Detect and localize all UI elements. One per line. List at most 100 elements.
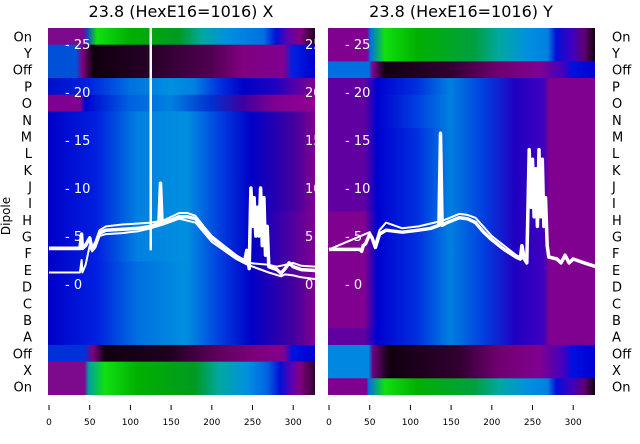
row-label-g: G	[612, 231, 622, 246]
row-label-c: C	[612, 297, 621, 312]
row-label-f: F	[612, 247, 619, 262]
row-label-e: E	[612, 264, 620, 279]
row-label-y: Y	[611, 47, 620, 62]
heatmap-rows: - 25- 20- 15- 10- 5- 0	[328, 28, 595, 395]
heatmap-row-c	[328, 294, 595, 313]
row-label-n: N	[612, 114, 622, 129]
series-line-trace-1	[329, 131, 595, 269]
secondary-tick-label: 15	[305, 134, 322, 149]
heatmap-row-o	[328, 94, 595, 112]
heatmap-row-on	[48, 28, 315, 46]
heatmap-row-on	[328, 28, 595, 46]
heatmap-row-c	[48, 294, 315, 313]
left-heatmap-panel: - 25 25- 20 20- 15 15- 10 10- 5 5- 0 0OnYOffPO…	[13, 28, 322, 428]
heatmap-row-on	[328, 378, 595, 395]
row-label-p: P	[612, 80, 620, 95]
heatmap-row-p	[48, 78, 315, 96]
row-label-x: X	[612, 364, 621, 379]
inner-tick-label: - 15	[345, 134, 370, 149]
row-label-k: K	[612, 164, 621, 179]
x-tick-label: 200	[203, 418, 220, 428]
heatmap-row-k	[328, 161, 595, 179]
row-label-n: N	[22, 114, 32, 129]
row-label-off: Off	[13, 64, 33, 79]
secondary-tick-label: 20	[305, 86, 322, 101]
row-label-i: I	[612, 197, 616, 212]
inner-tick-label: - 25	[345, 38, 370, 53]
x-tick-label: 100	[402, 418, 419, 428]
heatmap-row-l	[48, 144, 315, 162]
heatmap-row-i	[48, 194, 315, 212]
secondary-tick-label: 25	[305, 38, 322, 53]
inner-tick-label: - 20	[65, 86, 90, 101]
x-tick-label: 250	[524, 418, 541, 428]
heatmap-row-n	[48, 111, 315, 129]
row-label-b: B	[23, 314, 32, 329]
heatmap-rows: - 25 25 - 20 20 - 15 15 - 10 10 - 5 5 - 0 0	[48, 28, 322, 395]
row-label-y: Y	[23, 47, 32, 62]
heatmap-row-x	[48, 361, 315, 379]
heatmap-row-y	[328, 44, 595, 62]
row-label-l: L	[25, 147, 33, 162]
row-label-on: On	[612, 381, 630, 396]
row-label-b: B	[612, 314, 621, 329]
row-label-on: On	[14, 30, 32, 45]
row-label-c: C	[23, 297, 32, 312]
inner-tick-label: - 10	[345, 182, 370, 197]
heatmap-row-a	[48, 328, 315, 346]
heatmap-row-a	[328, 328, 595, 346]
row-label-g: G	[22, 231, 32, 246]
secondary-tick-label: 5	[305, 230, 313, 245]
row-label-f: F	[25, 247, 32, 262]
row-label-d: D	[612, 281, 622, 296]
heatmap-row-off	[48, 61, 315, 79]
row-label-p: P	[24, 80, 32, 95]
row-label-e: E	[24, 264, 32, 279]
row-label-o: O	[612, 97, 622, 112]
x-tick-label: 0	[326, 418, 332, 428]
inner-tick-label: - 0	[65, 278, 82, 293]
row-label-k: K	[23, 164, 32, 179]
heatmap-row-m	[328, 128, 595, 146]
inner-tick-label: - 5	[65, 230, 82, 245]
x-tick-label: 300	[285, 418, 302, 428]
heatmap-row-off	[48, 344, 315, 363]
row-label-j: J	[27, 180, 32, 195]
heatmap-row-k	[48, 161, 315, 179]
row-label-h: H	[612, 214, 622, 229]
row-label-on: On	[612, 30, 630, 45]
heatmap-row-b	[328, 311, 595, 329]
heatmap-row-off	[328, 344, 595, 363]
heatmap-row-i	[328, 194, 595, 212]
row-label-off: Off	[612, 64, 632, 79]
x-tick-label: 50	[364, 418, 376, 428]
row-label-i: I	[28, 197, 32, 212]
inner-tick-label: - 0	[345, 278, 362, 293]
x-tick-label: 250	[244, 418, 261, 428]
row-label-off: Off	[13, 347, 33, 362]
inner-tick-label: - 15	[65, 134, 90, 149]
heatmap-row-x	[328, 361, 595, 379]
heatmap-row-j	[48, 178, 315, 196]
secondary-tick-label: 10	[305, 182, 322, 197]
row-label-on: On	[14, 381, 32, 396]
row-label-a: A	[23, 331, 32, 346]
row-label-m: M	[612, 130, 623, 145]
inner-tick-label: - 10	[65, 182, 90, 197]
row-label-j: J	[611, 180, 616, 195]
heatmap-row-o	[48, 94, 315, 112]
row-label-l: L	[612, 147, 620, 162]
left-chart-title: 23.8 (HexE16=1016) X	[89, 2, 274, 21]
heatmap-row-on	[48, 378, 315, 395]
heatmap-row-e	[328, 261, 595, 279]
heatmap-row-p	[328, 78, 595, 96]
row-label-m: M	[21, 130, 32, 145]
row-label-d: D	[22, 281, 32, 296]
inner-tick-label: - 20	[345, 86, 370, 101]
row-label-off: Off	[612, 347, 632, 362]
row-label-a: A	[612, 331, 621, 346]
x-tick-label: 200	[483, 418, 500, 428]
heatmap-row-y	[48, 44, 315, 62]
x-tick-label: 100	[122, 418, 139, 428]
